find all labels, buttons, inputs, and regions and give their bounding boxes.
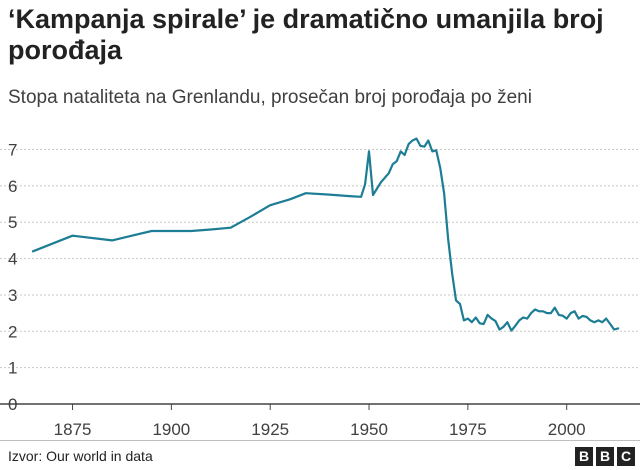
fertility-rate-line: [31, 137, 620, 332]
bbc-logo-letter: B: [575, 447, 593, 466]
x-tick-label: 1925: [251, 420, 289, 439]
y-tick-label: 1: [8, 359, 17, 378]
footer-divider: [0, 440, 640, 441]
bbc-logo-letter: C: [617, 447, 635, 466]
y-tick-label: 3: [8, 286, 17, 305]
chart-title: ‘Kampanja spirale’ je dramatično umanjil…: [8, 4, 604, 65]
y-tick-label: 2: [8, 322, 17, 341]
x-tick-label: 1975: [449, 420, 487, 439]
source-note: Izvor: Our world in data: [8, 448, 153, 464]
y-tick-label: 4: [8, 250, 17, 269]
y-tick-label: 0: [8, 395, 17, 414]
series-layer: [31, 137, 620, 332]
bbc-logo-letter: B: [596, 447, 614, 466]
y-tick-label: 7: [8, 141, 17, 160]
grid-lines: [0, 149, 640, 405]
chart-subtitle: Stopa nataliteta na Grenlandu, prosečan …: [8, 87, 532, 108]
x-tick-label: 2000: [548, 420, 586, 439]
x-tick-label: 1875: [54, 420, 92, 439]
y-tick-labels: 0 1 2 3 4 5 6 7: [8, 141, 17, 414]
x-tick-labels: 1875 1900 1925 1950 1975 2000: [54, 404, 586, 439]
x-tick-label: 1900: [152, 420, 190, 439]
y-tick-label: 5: [8, 213, 17, 232]
x-tick-label: 1950: [350, 420, 388, 439]
bbc-logo: B B C: [575, 447, 635, 466]
line-chart: 0 1 2 3 4 5 6 7 1875 1900 1925 1950 1975 2000: [0, 137, 640, 439]
y-tick-label: 6: [8, 177, 17, 196]
